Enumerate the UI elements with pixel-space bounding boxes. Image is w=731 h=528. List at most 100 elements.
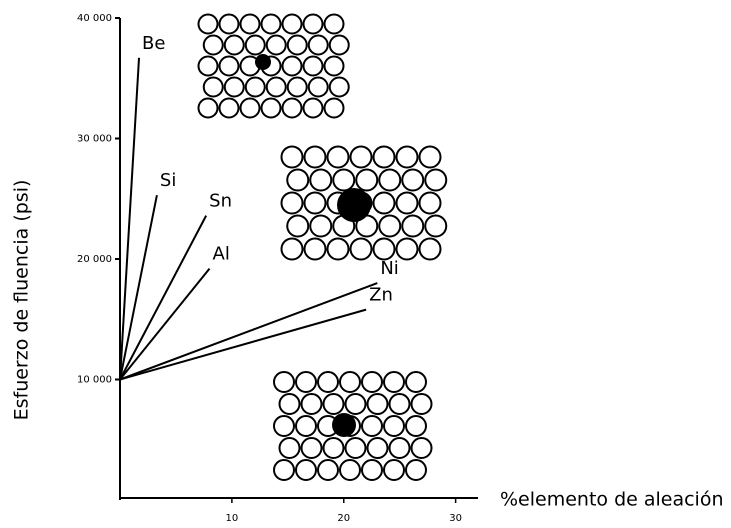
lattice-atom <box>204 78 223 97</box>
lattice-atom <box>305 239 326 260</box>
line <box>120 216 206 380</box>
x-tick-label: 20 <box>337 513 350 524</box>
lattice-atom <box>296 460 316 480</box>
lattice-atom <box>318 372 338 392</box>
lattice-atom <box>241 15 260 34</box>
lattice-atom <box>309 78 328 97</box>
lattice-atom <box>296 372 316 392</box>
y-tick-label: 20 000 <box>77 254 112 265</box>
lattice-atom <box>340 372 360 392</box>
series-label: Be <box>142 33 165 54</box>
lattice-atom <box>397 147 418 168</box>
lattice-atom <box>374 239 395 260</box>
lattice-atom <box>288 36 307 55</box>
lattice-atom <box>325 99 344 118</box>
lattice-atom <box>362 416 382 436</box>
lattice-atom <box>199 99 218 118</box>
lattice-atom <box>302 438 322 458</box>
lattice-atom <box>362 372 382 392</box>
lattice-atom <box>397 239 418 260</box>
lattice-atom <box>318 460 338 480</box>
lattice-atom <box>420 193 441 214</box>
lattice-atom <box>356 170 377 191</box>
series-label: Ni <box>380 258 398 279</box>
lattice-atom <box>283 15 302 34</box>
lattice-atom <box>280 394 300 414</box>
x-tick-label: 30 <box>449 513 462 524</box>
lattice-atom <box>282 239 303 260</box>
y-tick-label: 30 000 <box>77 134 112 145</box>
lattice-atom <box>374 193 395 214</box>
lattice-atom <box>390 438 410 458</box>
lattice-atom <box>246 78 265 97</box>
lattice-atom <box>241 99 260 118</box>
lattice-atom <box>425 216 446 237</box>
lattice-atom <box>283 99 302 118</box>
lattice-atom <box>225 78 244 97</box>
lattice-atom <box>328 147 349 168</box>
lattice-atom <box>384 372 404 392</box>
lattice-atom <box>305 193 326 214</box>
lattice-atom <box>406 416 426 436</box>
series-label: Sn <box>209 191 232 212</box>
y-axis-label: Esfuerzo de fluencia (psi) <box>11 180 33 421</box>
lattice-atom <box>220 99 239 118</box>
lattice-atom <box>246 36 265 55</box>
lattice-atom <box>362 460 382 480</box>
lattice-atom <box>384 416 404 436</box>
lattice-atom <box>346 438 366 458</box>
lattice-atom <box>274 416 294 436</box>
lattice-atom <box>330 78 349 97</box>
line <box>120 310 366 380</box>
lattice-atom <box>267 78 286 97</box>
series-label: Al <box>213 244 230 265</box>
lattice-atom <box>325 15 344 34</box>
y-tick-label: 40 000 <box>77 13 112 24</box>
lattice-atom <box>412 394 432 414</box>
lattice-atom <box>267 36 286 55</box>
lattice-atom <box>287 170 308 191</box>
x-axis-label: %elemento de aleación <box>500 489 724 511</box>
lattice-atom <box>310 170 331 191</box>
lattice-atom <box>379 170 400 191</box>
lattice-atom <box>325 57 344 76</box>
lattice-atom <box>420 147 441 168</box>
lattice-atom <box>390 394 410 414</box>
lattice-atom <box>220 57 239 76</box>
lattice-atom <box>288 78 307 97</box>
lattice-atom <box>304 15 323 34</box>
lattice-atom <box>262 15 281 34</box>
lattice-atom <box>397 193 418 214</box>
x-tick-label: 10 <box>226 513 239 524</box>
lattice-atom <box>333 170 354 191</box>
lattice-atom <box>412 438 432 458</box>
lattice-atom <box>220 15 239 34</box>
lattice-atom <box>351 147 372 168</box>
lattice-atom <box>368 438 388 458</box>
lattice-atom <box>384 460 404 480</box>
lattice-atom <box>309 36 328 55</box>
lattice-atom <box>346 394 366 414</box>
lattice-atom <box>374 147 395 168</box>
lattice-atom <box>262 99 281 118</box>
lattice-atom <box>304 57 323 76</box>
lattice-atom <box>282 193 303 214</box>
lattice-atom <box>274 460 294 480</box>
lattice-atom <box>204 36 223 55</box>
lattice-atom <box>283 57 302 76</box>
lattice-atom <box>368 394 388 414</box>
lattice-atom <box>287 216 308 237</box>
lattice-atom <box>310 216 331 237</box>
lattice-atom <box>402 216 423 237</box>
lattice-atom <box>274 372 294 392</box>
lattice-atom <box>379 216 400 237</box>
y-tick-label: 10 000 <box>77 375 112 386</box>
lattice-atom <box>225 36 244 55</box>
lattice-atom <box>280 438 300 458</box>
lattice-atom <box>340 460 360 480</box>
lattice-atom <box>296 416 316 436</box>
lattice-atom <box>324 438 344 458</box>
lattice-atom <box>328 239 349 260</box>
lattice-atom <box>324 394 344 414</box>
series-label: Si <box>160 170 176 191</box>
